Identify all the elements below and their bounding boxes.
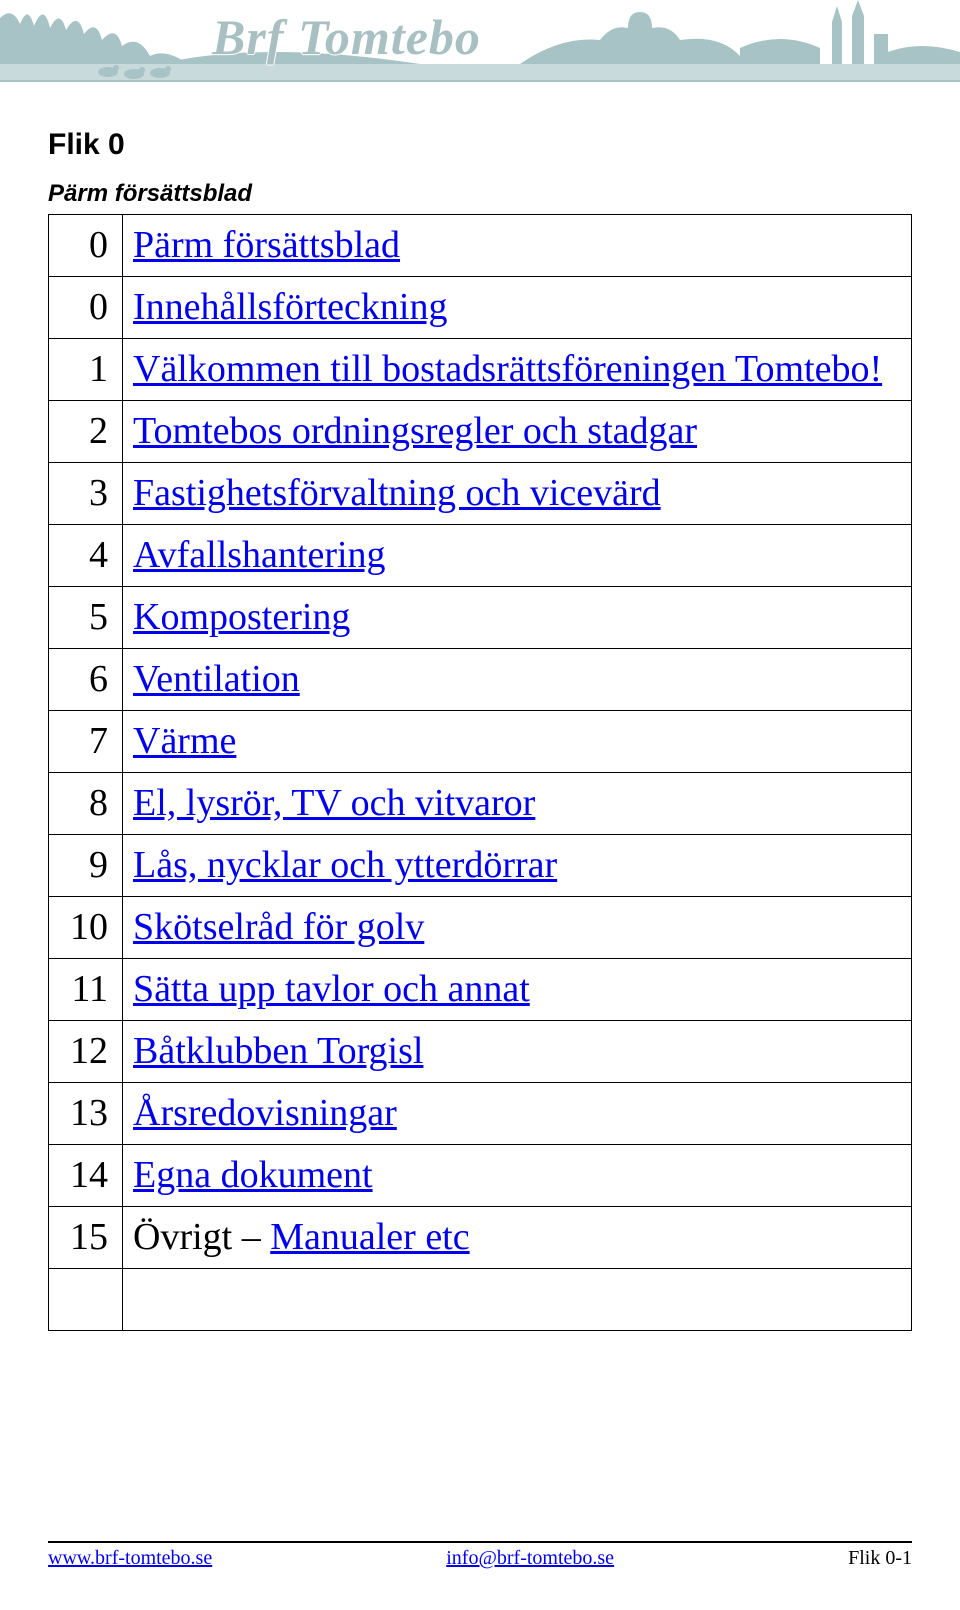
toc-row-empty <box>49 1269 912 1331</box>
toc-label-cell: Tomtebos ordningsregler och stadgar <box>123 401 912 463</box>
toc-label-cell: Värme <box>123 711 912 773</box>
toc-link[interactable]: Lås, nycklar och ytterdörrar <box>133 844 557 886</box>
toc-row: 5Kompostering <box>49 587 912 649</box>
toc-row: 8El, lysrör, TV och vitvaror <box>49 773 912 835</box>
toc-row: 13Årsredovisningar <box>49 1083 912 1145</box>
toc-row: 14Egna dokument <box>49 1145 912 1207</box>
footer-page-number: Flik 0-1 <box>848 1547 912 1570</box>
toc-number: 0 <box>49 277 123 339</box>
toc-number: 8 <box>49 773 123 835</box>
toc-number: 6 <box>49 649 123 711</box>
toc-row: 12Båtklubben Torgisl <box>49 1021 912 1083</box>
toc-link[interactable]: Båtklubben Torgisl <box>133 1030 423 1072</box>
toc-label-cell: Övrigt – Manualer etc <box>123 1207 912 1269</box>
toc-link[interactable]: Ventilation <box>133 658 300 700</box>
page-subtitle: Pärm försättsblad <box>48 180 912 208</box>
toc-link[interactable]: Innehållsförteckning <box>133 286 447 328</box>
toc-row: 2Tomtebos ordningsregler och stadgar <box>49 401 912 463</box>
toc-number: 0 <box>49 215 123 277</box>
toc-number: 11 <box>49 959 123 1021</box>
toc-label-cell: Sätta upp tavlor och annat <box>123 959 912 1021</box>
toc-number: 10 <box>49 897 123 959</box>
toc-label-cell: Skötselråd för golv <box>123 897 912 959</box>
toc-table: 0Pärm försättsblad0Innehållsförteckning1… <box>48 214 912 1331</box>
toc-label-cell: Lås, nycklar och ytterdörrar <box>123 835 912 897</box>
toc-label-cell: Fastighetsförvaltning och vicevärd <box>123 463 912 525</box>
toc-row: 11Sätta upp tavlor och annat <box>49 959 912 1021</box>
toc-number: 2 <box>49 401 123 463</box>
toc-label-cell: Ventilation <box>123 649 912 711</box>
toc-label-prefix: Övrigt – <box>133 1216 270 1258</box>
toc-link[interactable]: Skötselråd för golv <box>133 906 424 948</box>
toc-link[interactable]: Sätta upp tavlor och annat <box>133 968 530 1010</box>
toc-number: 5 <box>49 587 123 649</box>
toc-link[interactable]: Kompostering <box>133 596 350 638</box>
toc-row: 6Ventilation <box>49 649 912 711</box>
toc-link[interactable]: Avfallshantering <box>133 534 386 576</box>
toc-number: 12 <box>49 1021 123 1083</box>
toc-number <box>49 1269 123 1331</box>
page-footer: www.brf-tomtebo.se info@brf-tomtebo.se F… <box>48 1547 912 1570</box>
toc-link[interactable]: Pärm försättsblad <box>133 224 400 266</box>
footer-website-link[interactable]: www.brf-tomtebo.se <box>48 1547 212 1569</box>
toc-row: 1Välkommen till bostadsrättsföreningen T… <box>49 339 912 401</box>
toc-number: 7 <box>49 711 123 773</box>
toc-row: 0Innehållsförteckning <box>49 277 912 339</box>
toc-number: 9 <box>49 835 123 897</box>
toc-label-cell: Båtklubben Torgisl <box>123 1021 912 1083</box>
toc-number: 13 <box>49 1083 123 1145</box>
toc-link[interactable]: Manualer etc <box>270 1216 469 1258</box>
toc-row: 10Skötselråd för golv <box>49 897 912 959</box>
page-heading: Flik 0 <box>48 128 912 162</box>
toc-label-cell: Årsredovisningar <box>123 1083 912 1145</box>
banner-silhouette <box>0 0 960 88</box>
toc-label-cell: Avfallshantering <box>123 525 912 587</box>
toc-label-cell: El, lysrör, TV och vitvaror <box>123 773 912 835</box>
toc-label-cell <box>123 1269 912 1331</box>
toc-link[interactable]: Årsredovisningar <box>133 1092 397 1134</box>
toc-number: 1 <box>49 339 123 401</box>
toc-row: 3Fastighetsförvaltning och vicevärd <box>49 463 912 525</box>
toc-number: 15 <box>49 1207 123 1269</box>
footer-email-link[interactable]: info@brf-tomtebo.se <box>446 1547 614 1569</box>
toc-row: 15Övrigt – Manualer etc <box>49 1207 912 1269</box>
toc-label-cell: Välkommen till bostadsrättsföreningen To… <box>123 339 912 401</box>
toc-row: 0Pärm försättsblad <box>49 215 912 277</box>
toc-link[interactable]: Välkommen till bostadsrättsföreningen To… <box>133 348 882 390</box>
toc-label-cell: Pärm försättsblad <box>123 215 912 277</box>
toc-link[interactable]: El, lysrör, TV och vitvaror <box>133 782 535 824</box>
toc-label-cell: Egna dokument <box>123 1145 912 1207</box>
toc-link[interactable]: Värme <box>133 720 236 762</box>
toc-number: 14 <box>49 1145 123 1207</box>
header-banner: Brf Tomtebo <box>0 0 960 88</box>
footer-rule <box>48 1541 912 1543</box>
toc-number: 4 <box>49 525 123 587</box>
toc-row: 4Avfallshantering <box>49 525 912 587</box>
toc-row: 7Värme <box>49 711 912 773</box>
toc-link[interactable]: Tomtebos ordningsregler och stadgar <box>133 410 697 452</box>
toc-number: 3 <box>49 463 123 525</box>
toc-label-cell: Kompostering <box>123 587 912 649</box>
toc-label-cell: Innehållsförteckning <box>123 277 912 339</box>
toc-row: 9Lås, nycklar och ytterdörrar <box>49 835 912 897</box>
toc-link[interactable]: Egna dokument <box>133 1154 373 1196</box>
toc-link[interactable]: Fastighetsförvaltning och vicevärd <box>133 472 661 514</box>
